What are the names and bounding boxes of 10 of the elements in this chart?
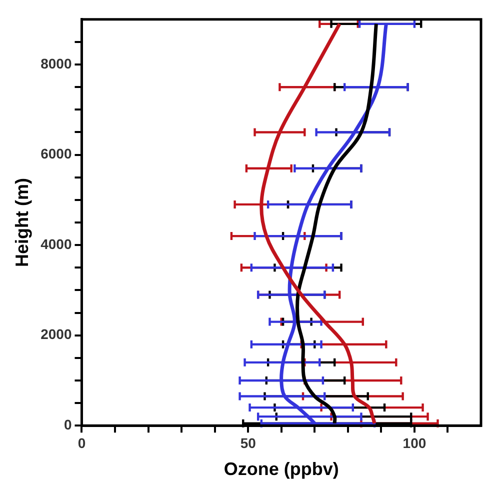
x-tick-label: 0 — [78, 434, 86, 451]
x-tick-label: 100 — [402, 434, 426, 451]
y-tick-label: 0 — [64, 416, 72, 432]
y-axis-title: Height (m) — [12, 178, 32, 267]
y-tick-label: 8000 — [40, 55, 72, 72]
x-tick-label: 50 — [240, 434, 256, 451]
x-axis-title: Ozone (ppbv) — [224, 459, 339, 480]
y-tick-label: 6000 — [40, 146, 72, 162]
y-tick-label: 2000 — [40, 326, 72, 342]
y-tick-label: 4000 — [40, 236, 72, 252]
